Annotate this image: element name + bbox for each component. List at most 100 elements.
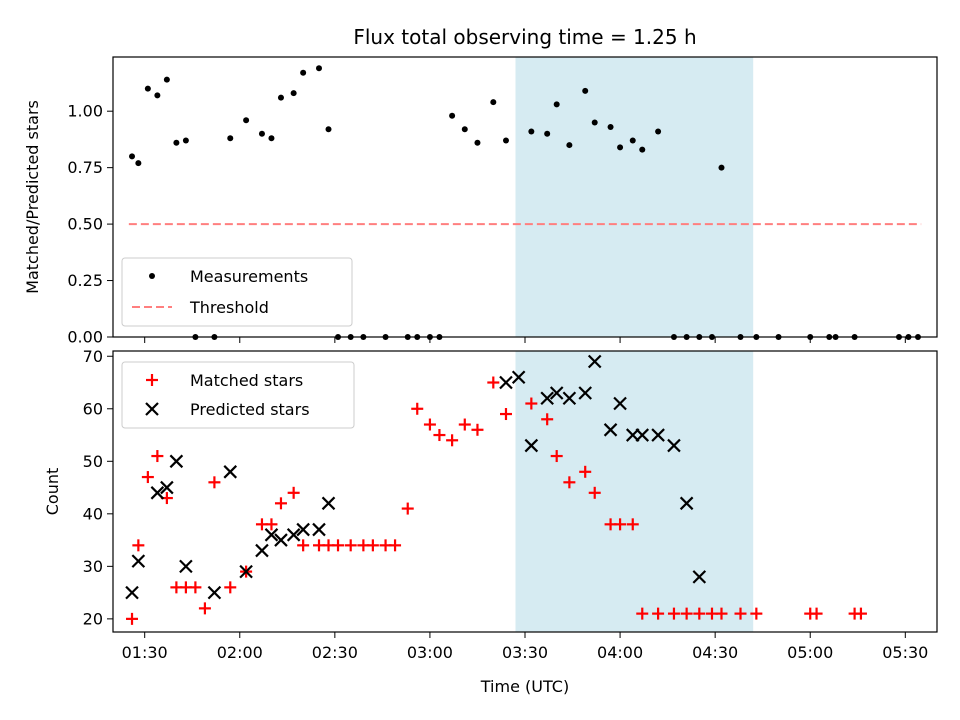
count-panel: 20 30 40 50 60 70 01:30 02:00 02:30 03:00 03:30 04… (43, 347, 938, 696)
matched-star-point (550, 450, 563, 463)
y-tick-label: 30 (83, 557, 103, 576)
matched-star-point (854, 607, 867, 620)
predicted-star-x-b (603, 423, 618, 437)
matched-star-point (274, 497, 287, 510)
predicted-star-x-b (169, 454, 184, 469)
observing-span-top (515, 57, 754, 337)
matched-star-point (588, 486, 601, 499)
predicted-star-x-b (692, 570, 707, 584)
predicted-star-point (264, 528, 279, 542)
measurement-point (629, 137, 636, 144)
matched-star-point (332, 539, 345, 552)
measurement-point (135, 160, 142, 167)
predicted-star-x-b (511, 370, 526, 385)
measurement-point (182, 137, 189, 144)
predicted-star-x-b (651, 428, 665, 442)
predicted-star-point (160, 480, 174, 495)
matched-star-point (126, 612, 139, 625)
predicted-star-x-b (274, 533, 288, 547)
measurement-point (268, 135, 275, 142)
matched-star-point (198, 602, 211, 615)
predicted-star-x-b (635, 428, 650, 442)
predicted-star-x-b (613, 396, 627, 411)
matched-star-point (265, 518, 278, 531)
legend-box (121, 361, 355, 429)
matched-star-point (189, 581, 202, 594)
predicted-star-point (296, 522, 310, 537)
predicted-star-point (169, 454, 184, 469)
matched-star-point (680, 607, 693, 620)
predicted-star-point (150, 486, 165, 500)
chart-title: Flux total observing time = 1.25 h (353, 25, 696, 49)
y-tick-label: 40 (83, 504, 103, 523)
predicted-star-point (603, 423, 618, 437)
legend-predicted-marker-b (145, 402, 159, 416)
legend-predicted-label: Predicted stars (190, 400, 310, 419)
x-tick-label: 05:00 (787, 643, 833, 662)
x-tick-label: 02:30 (312, 643, 358, 662)
matched-star-point (141, 471, 154, 484)
predicted-star-x-b (587, 354, 602, 369)
measurement-point (639, 146, 646, 153)
measurement-point (528, 128, 535, 135)
matched-star-point (734, 607, 747, 620)
measurement-point (566, 142, 573, 149)
predicted-star-x-b (131, 554, 146, 568)
measurement-point (607, 124, 614, 130)
predicted-star-point (312, 522, 326, 537)
ratio-x-ticks (144, 337, 906, 343)
legend-threshold-label: Threshold (189, 298, 269, 317)
measurement-point (243, 117, 250, 124)
measurement-point (449, 112, 456, 119)
matched-star-point (297, 539, 310, 552)
measurement-point (617, 144, 624, 151)
y-tick-label: 0.25 (67, 271, 103, 290)
matched-star-point (487, 376, 500, 389)
matched-star-point (525, 397, 538, 410)
predicted-star-point (511, 370, 526, 385)
measurement-point (290, 90, 297, 97)
measurement-point (474, 139, 481, 146)
ratio-legend: Measurements Threshold (121, 257, 353, 327)
predicted-star-x-b (540, 391, 554, 406)
matched-star-point (433, 429, 446, 442)
measurement-point (718, 164, 725, 171)
predicted-star-x-b (179, 559, 193, 574)
predicted-star-point (578, 386, 592, 400)
predicted-star-point (587, 354, 602, 369)
measurement-point (154, 92, 161, 99)
predicted-star-x-b (499, 375, 513, 390)
predicted-star-x-b (125, 585, 139, 600)
count-y-axis-label: Count (43, 468, 62, 516)
matched-star-point (151, 450, 164, 463)
ratio-y-axis-label: Matched/Predicted stars (23, 100, 42, 294)
predicted-star-x-b (296, 522, 310, 537)
y-tick-label: 1.00 (67, 102, 103, 121)
legend-matched-label: Matched stars (190, 371, 303, 390)
predicted-star-point (321, 496, 336, 511)
predicted-star-x-b (239, 564, 253, 579)
matched-star-point (693, 607, 706, 620)
predicted-star-point (499, 375, 513, 390)
measurement-point (582, 87, 589, 94)
predicted-star-x-b (562, 391, 577, 406)
x-tick-label: 04:30 (692, 643, 738, 662)
legend-box (121, 257, 353, 327)
predicted-star-point (651, 428, 665, 442)
matched-star-point (541, 413, 554, 426)
y-tick-label: 70 (83, 347, 103, 366)
legend-measurements-marker (149, 273, 155, 279)
predicted-star-x-b (160, 480, 174, 495)
predicted-star-x-b (207, 585, 222, 600)
measurement-point (277, 94, 284, 101)
matched-star-point (810, 607, 823, 620)
measurement-point (227, 135, 234, 142)
ratio-panel: 0.00 0.25 0.50 0.75 1.00 Matched/Predicted s… (23, 56, 938, 347)
predicted-star-point (540, 391, 554, 406)
y-tick-label: 0.50 (67, 215, 103, 234)
predicted-star-x-b (321, 496, 336, 511)
x-tick-label: 05:30 (882, 643, 928, 662)
predicted-star-x-b (524, 438, 539, 453)
matched-star-point (579, 465, 592, 478)
predicted-star-point (239, 564, 253, 579)
